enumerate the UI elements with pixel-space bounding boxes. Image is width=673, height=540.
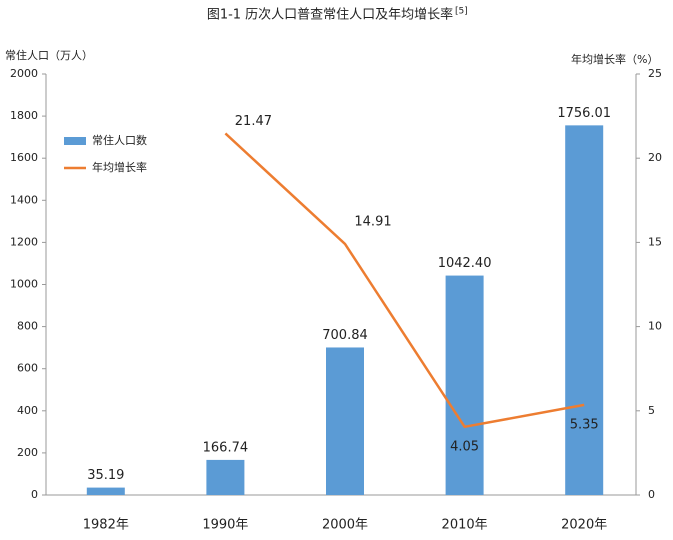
x-tick-label: 2020年: [561, 518, 607, 533]
bar-value-label: 166.74: [203, 440, 249, 455]
y2-tick-label: 25: [648, 67, 662, 80]
x-tick-label: 2010年: [442, 518, 488, 533]
bar: [445, 275, 484, 495]
y-tick-label: 1000: [10, 278, 38, 291]
y-tick-label: 1400: [10, 193, 38, 206]
line-value-label: 5.35: [570, 417, 599, 432]
y2-tick-label: 20: [648, 151, 662, 164]
y2-tick-label: 0: [648, 488, 655, 501]
y2-tick-label: 10: [648, 320, 662, 333]
y-tick-label: 800: [17, 320, 38, 333]
line-value-label: 4.05: [450, 439, 479, 454]
bar: [326, 347, 364, 495]
x-tick-label: 2000年: [322, 518, 368, 533]
y-tick-label: 1200: [10, 235, 38, 248]
title-ref: [5]: [455, 7, 468, 17]
y-tick-label: 0: [31, 488, 38, 501]
y2-axis-label: 年均增长率（%）: [571, 52, 658, 66]
y-axis-label: 常住人口（万人）: [5, 48, 93, 62]
y2-tick-label: 5: [648, 404, 655, 417]
bar: [86, 487, 125, 495]
bar: [565, 125, 604, 495]
y2-tick-label: 15: [648, 235, 662, 248]
y-tick-label: 400: [17, 404, 38, 417]
y-tick-label: 600: [17, 362, 38, 375]
y-tick-label: 200: [17, 446, 38, 459]
y-tick-label: 1600: [10, 151, 38, 164]
line-value-label: 14.91: [354, 214, 391, 229]
y-tick-label: 1800: [10, 109, 38, 122]
line: [224, 132, 585, 429]
x-tick-label: 1982年: [83, 518, 129, 533]
x-tick-label: 1990年: [202, 518, 248, 533]
legend-label: 年均增长率: [92, 160, 147, 174]
line-value-label: 21.47: [235, 114, 272, 129]
bar-value-label: 1042.40: [438, 256, 492, 271]
bar-value-label: 700.84: [322, 328, 368, 343]
bar-value-label: 1756.01: [557, 106, 611, 121]
chart-title: 图1-1 历次人口普查常住人口及年均增长率: [207, 7, 453, 23]
bar: [206, 459, 245, 495]
legend-swatch: [64, 137, 86, 145]
y-tick-label: 2000: [10, 67, 38, 80]
bar-value-label: 35.19: [87, 468, 124, 483]
legend-label: 常住人口数: [92, 133, 147, 147]
